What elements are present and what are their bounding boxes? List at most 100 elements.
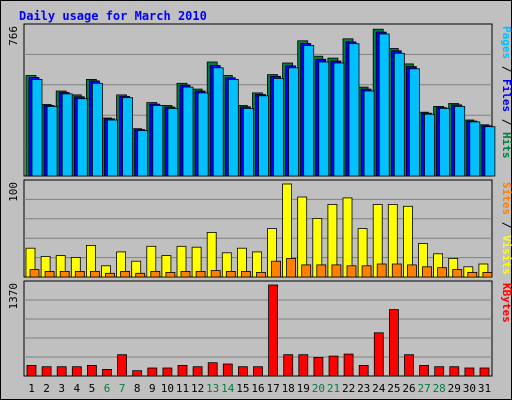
x-tick-label: 14 [221,382,235,395]
bar-top-s2-day-25 [393,52,405,177]
bar-middle-s1-day-24 [376,263,387,278]
legend-entry: KBytes [500,283,512,323]
bar-top-s2-day-13 [212,67,224,177]
bar-bottom-s0-day-3 [56,366,67,377]
bar-middle-s1-day-31 [482,271,493,278]
bar-middle-s1-day-12 [195,270,206,278]
bar-top-s2-day-3 [61,93,73,177]
legend-entry: / [500,112,512,132]
bar-bottom-s0-day-14 [222,363,233,377]
bar-top-s2-day-4 [76,98,88,177]
bar-middle-s1-day-30 [467,271,478,278]
panel-middle: 100 Sites / Visits [7,179,512,278]
x-tick-label: 15 [236,382,249,395]
bar-bottom-s0-day-15 [237,366,248,377]
bar-middle-s1-day-2 [44,270,55,278]
bar-top-s2-day-12 [197,92,209,177]
x-tick-label: 23 [357,382,370,395]
bar-middle-s1-day-28 [437,267,448,278]
bar-top-s2-day-24 [378,33,390,177]
bar-top-s2-day-8 [137,130,149,177]
x-tick-label: 8 [134,382,141,395]
bar-bottom-s0-day-16 [253,366,263,377]
bar-middle-s1-day-4 [74,270,85,278]
x-tick-label: 26 [402,382,415,395]
bar-top-s2-day-14 [227,79,239,177]
legend-entry: Visits [500,235,512,275]
bar-top-s2-day-31 [484,126,496,177]
bar-middle-s1-day-3 [59,270,70,278]
panel-frame [23,179,493,278]
legend-entry: / [500,59,512,79]
bar-bottom-s0-day-22 [343,353,354,377]
x-tick-label: 12 [191,382,204,395]
bar-bottom-s0-day-5 [87,364,97,377]
bar-top-s2-day-18 [288,67,300,177]
bar-middle-s1-day-20 [316,264,327,278]
bar-middle-s1-day-19 [301,264,312,278]
bar-bottom-s0-day-13 [207,362,218,377]
bar-bottom-s0-day-27 [419,364,430,377]
bar-bottom-s0-day-10 [162,367,173,377]
legend-entry: Hits [500,132,512,159]
bar-middle-s1-day-14 [225,270,236,278]
bar-middle-s1-day-13 [210,270,221,278]
bar-bottom-s0-day-31 [479,367,490,377]
bar-bottom-s0-day-8 [132,370,143,377]
bar-middle-s0-day-22 [342,197,353,278]
bar-bottom-s0-day-29 [449,366,460,377]
bar-top-s2-day-2 [46,106,58,177]
bar-top-s2-day-26 [408,68,420,177]
y-max-label: 100 [7,182,20,202]
bar-top-s2-day-5 [92,82,103,177]
bar-top-s2-day-22 [348,43,360,177]
bar-bottom-s0-day-25 [388,309,399,377]
x-tick-label: 31 [478,382,491,395]
bar-top-s2-day-30 [469,121,481,177]
x-tick-label: 28 [433,382,446,395]
bar-bottom-s0-day-18 [283,354,294,377]
x-tick-label: 10 [161,382,174,395]
bar-middle-s1-day-10 [165,271,176,278]
bar-bottom-s0-day-23 [358,364,369,377]
x-tick-label: 3 [58,382,65,395]
bar-bottom-s0-day-21 [328,355,339,377]
bar-top-s2-day-28 [439,108,451,177]
bar-middle-s1-day-1 [29,269,40,278]
x-tick-label: 2 [43,382,50,395]
bar-middle-s1-day-22 [346,265,357,278]
bar-top-s2-day-29 [454,106,466,177]
bar-top-s2-day-17 [273,78,284,177]
bar-bottom-s0-day-11 [177,364,188,377]
bar-bottom-s0-day-7 [117,354,127,377]
x-tick-label: 25 [387,382,400,395]
bar-middle-s1-day-16 [256,271,266,278]
bar-top-s2-day-7 [122,97,133,177]
bar-bottom-s0-day-19 [298,354,309,377]
panel-bottom: 1370 KBytes [7,280,512,377]
x-tick-label: 29 [448,382,461,395]
x-tick-label: 16 [251,382,264,395]
x-tick-label: 27 [417,382,430,395]
bar-middle-s1-day-17 [271,260,281,278]
chart-title: Daily usage for March 2010 [19,9,207,23]
bar-bottom-s0-day-20 [313,356,324,377]
bar-top-s2-day-9 [152,105,164,177]
bar-middle-s1-day-8 [135,272,146,278]
x-tick-label: 13 [206,382,219,395]
legend-entry: Pages [500,26,512,59]
x-tick-label: 9 [149,382,156,395]
bar-top-s2-day-11 [182,86,194,177]
x-tick-label: 21 [327,382,340,395]
bar-middle-s1-day-21 [331,264,342,278]
bar-bottom-s0-day-9 [147,367,158,377]
bar-middle-s1-day-25 [391,263,402,278]
bar-bottom-s0-day-1 [26,364,37,377]
bar-bottom-s0-day-12 [192,366,203,377]
bar-middle-s1-day-23 [361,265,372,278]
bar-top-s2-day-16 [258,95,269,177]
y-max-label: 1370 [7,283,20,310]
bar-bottom-s0-day-17 [268,284,279,377]
legend-entry: Files [500,79,512,112]
